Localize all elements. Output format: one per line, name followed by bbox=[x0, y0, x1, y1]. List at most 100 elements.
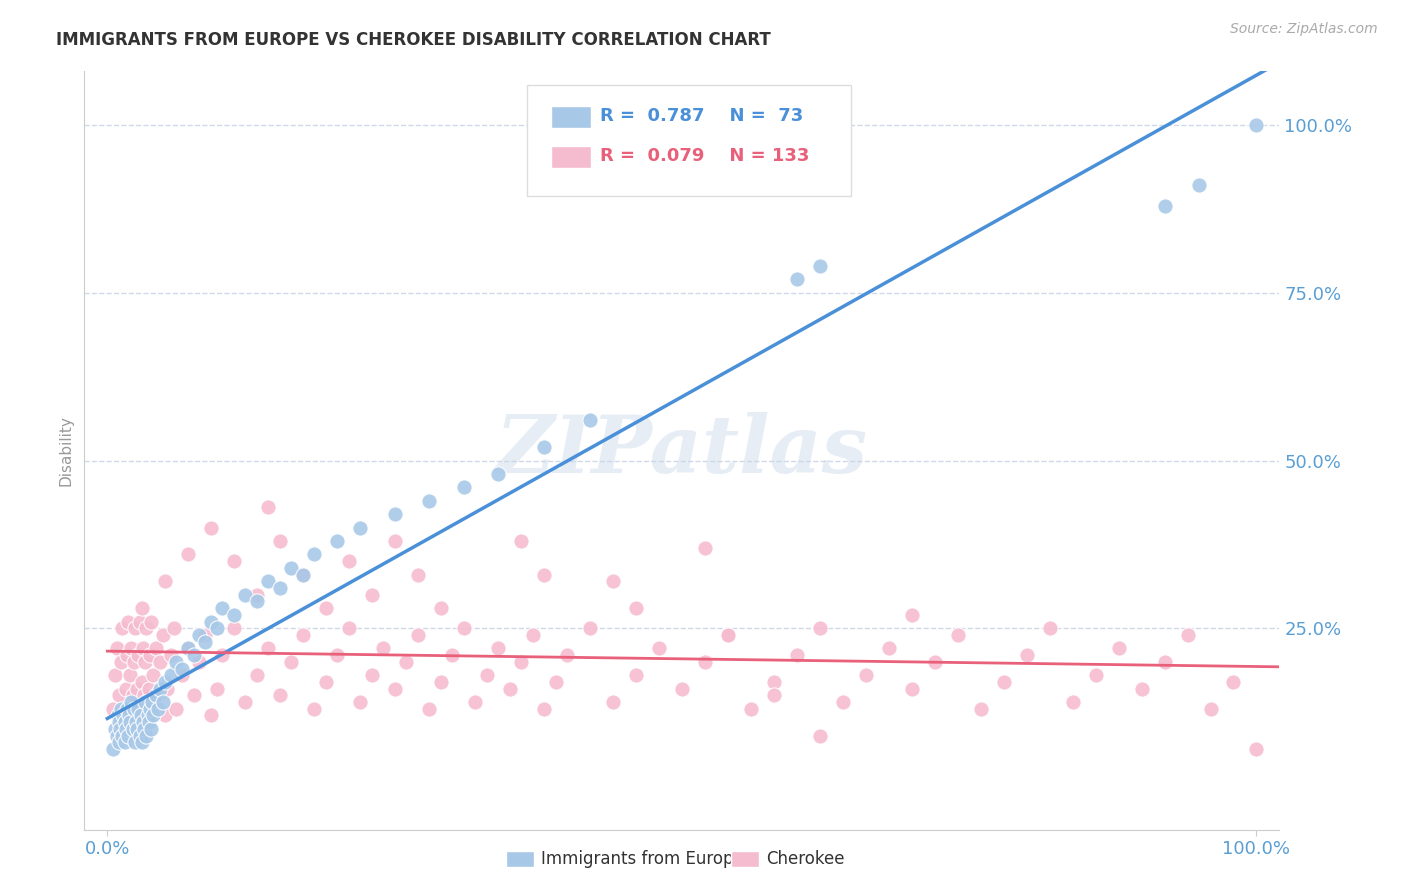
Point bbox=[132, 641, 155, 656]
Text: R =  0.787    N =  73: R = 0.787 N = 73 bbox=[600, 107, 804, 125]
Point bbox=[222, 554, 245, 568]
Point bbox=[132, 715, 155, 730]
Point bbox=[141, 695, 163, 709]
Point bbox=[533, 702, 555, 716]
Point bbox=[120, 668, 142, 682]
Point bbox=[138, 681, 160, 696]
Point bbox=[233, 695, 256, 709]
Point bbox=[149, 655, 172, 669]
Point bbox=[139, 722, 162, 736]
Point bbox=[1062, 695, 1084, 709]
Point bbox=[139, 702, 162, 716]
Point bbox=[464, 695, 486, 709]
Point bbox=[188, 655, 211, 669]
Point bbox=[200, 615, 222, 629]
Point bbox=[510, 655, 533, 669]
Point bbox=[170, 661, 193, 675]
Point bbox=[177, 641, 200, 656]
Point bbox=[159, 648, 181, 662]
Point bbox=[136, 708, 159, 723]
Point bbox=[671, 681, 693, 696]
Point bbox=[602, 574, 624, 589]
Point bbox=[269, 534, 291, 549]
Point bbox=[104, 668, 127, 682]
Point bbox=[156, 681, 179, 696]
Point bbox=[877, 641, 900, 656]
Point bbox=[475, 668, 498, 682]
Point bbox=[127, 681, 149, 696]
Point bbox=[453, 480, 475, 494]
Point bbox=[194, 634, 217, 648]
Point bbox=[114, 715, 136, 730]
Point bbox=[257, 641, 280, 656]
Point bbox=[128, 729, 150, 743]
Point bbox=[246, 668, 269, 682]
Point bbox=[808, 729, 831, 743]
Point bbox=[900, 681, 922, 696]
Point bbox=[114, 722, 136, 736]
Point bbox=[129, 708, 152, 723]
Point bbox=[291, 567, 314, 582]
Point bbox=[555, 648, 578, 662]
Point bbox=[453, 621, 475, 635]
Point bbox=[165, 655, 187, 669]
Point bbox=[124, 621, 146, 635]
Point bbox=[118, 702, 141, 716]
Point bbox=[115, 648, 138, 662]
Point bbox=[132, 722, 156, 736]
Point bbox=[127, 648, 149, 662]
Point bbox=[135, 621, 157, 635]
Point bbox=[159, 668, 181, 682]
Point bbox=[808, 621, 831, 635]
Point bbox=[128, 615, 150, 629]
Point bbox=[762, 675, 785, 690]
Point bbox=[315, 675, 337, 690]
Point bbox=[349, 521, 371, 535]
Point bbox=[384, 534, 406, 549]
Point bbox=[326, 534, 349, 549]
Point bbox=[134, 655, 156, 669]
Point bbox=[406, 628, 429, 642]
Point bbox=[145, 689, 167, 703]
Point bbox=[129, 702, 152, 716]
Point bbox=[115, 702, 138, 716]
Point bbox=[257, 500, 280, 515]
Point bbox=[717, 628, 740, 642]
Point bbox=[498, 681, 520, 696]
Point bbox=[107, 708, 129, 723]
Point bbox=[269, 581, 291, 595]
Point bbox=[104, 722, 127, 736]
Point bbox=[522, 628, 544, 642]
Point bbox=[114, 681, 136, 696]
Point bbox=[280, 655, 302, 669]
Point bbox=[808, 259, 831, 273]
Point bbox=[291, 567, 314, 582]
Point bbox=[131, 601, 153, 615]
Point bbox=[114, 735, 136, 749]
Point bbox=[101, 702, 124, 716]
Point bbox=[136, 715, 159, 730]
Point bbox=[153, 675, 176, 690]
Point bbox=[118, 708, 141, 723]
Point bbox=[441, 648, 464, 662]
Point bbox=[1153, 198, 1175, 212]
Point bbox=[429, 675, 451, 690]
Point bbox=[418, 702, 440, 716]
Point bbox=[131, 735, 153, 749]
Point bbox=[1199, 702, 1222, 716]
Point bbox=[970, 702, 993, 716]
Point bbox=[533, 567, 555, 582]
Point bbox=[121, 695, 143, 709]
Point bbox=[1084, 668, 1107, 682]
Point bbox=[831, 695, 853, 709]
Point bbox=[152, 695, 174, 709]
Point bbox=[110, 702, 132, 716]
Point bbox=[145, 641, 167, 656]
Point bbox=[384, 507, 406, 521]
Point bbox=[418, 493, 440, 508]
Point bbox=[142, 708, 165, 723]
Point bbox=[132, 689, 156, 703]
Point bbox=[120, 715, 142, 730]
Point bbox=[125, 708, 148, 723]
Point bbox=[134, 695, 156, 709]
